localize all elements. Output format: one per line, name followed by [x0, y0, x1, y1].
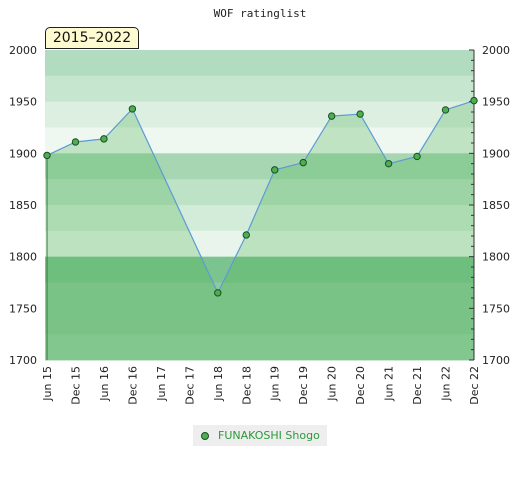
- y-tick-label-right: 1900: [482, 147, 510, 160]
- background-band: [45, 50, 474, 77]
- x-tick-label: Dec 15: [69, 366, 82, 405]
- y-tick-label-right: 1950: [482, 96, 510, 109]
- y-axis-left: 2000 1950 1900 1850 1800 1750 1700: [9, 44, 37, 367]
- background-band: [45, 75, 474, 103]
- y-axis-right: 2000 1950 1900 1850 1800 1750 1700: [469, 44, 510, 367]
- area-layer: [46, 100, 475, 360]
- background-band: [45, 334, 474, 361]
- y-tick-label-left: 1800: [9, 251, 37, 264]
- x-axis: Jun 15 Dec 15 Jun 16 Dec 16 Jun 17 Dec 17 Jun …: [41, 366, 481, 405]
- y-tick-label-right: 1850: [482, 199, 510, 212]
- x-tick-label: Dec 21: [411, 366, 424, 405]
- series-area: [47, 100, 474, 360]
- data-point: [441, 106, 450, 114]
- data-point: [100, 135, 108, 143]
- legend-marker-icon: [201, 431, 209, 440]
- background-band: [45, 101, 474, 128]
- background-band: [45, 179, 474, 206]
- y-tick-label-left: 1700: [9, 354, 37, 367]
- y-tick-label-right: 1800: [482, 251, 510, 264]
- y-tick-label-left: 1950: [9, 96, 37, 109]
- data-point: [43, 151, 51, 160]
- data-point: [413, 152, 421, 161]
- x-tick-label: Dec 20: [354, 366, 367, 405]
- data-point: [128, 105, 137, 113]
- x-tick-label: Jun 15: [41, 366, 54, 402]
- y-tick-label-right: 2000: [482, 44, 510, 57]
- period-label: 2015–2022: [45, 27, 139, 49]
- data-point: [384, 159, 393, 168]
- x-tick-label: Jun 19: [269, 366, 282, 402]
- x-tick-label: Dec 19: [297, 366, 310, 405]
- x-tick-label: Dec 16: [126, 366, 139, 405]
- x-tick-label: Dec 17: [183, 366, 196, 405]
- x-tick-label: Jun 20: [326, 366, 339, 402]
- background-band: [45, 308, 474, 335]
- y-tick-label-right: 1700: [482, 354, 510, 367]
- x-tick-label: Jun 21: [383, 366, 396, 402]
- data-point: [299, 158, 307, 167]
- legend-series-name: FUNAKOSHI Shogo: [218, 429, 320, 442]
- x-tick-label: Jun 18: [212, 366, 225, 402]
- x-tick-label: Jun 22: [440, 366, 453, 402]
- background-band: [45, 127, 474, 154]
- background-band: [45, 282, 474, 309]
- background-band: [45, 256, 474, 283]
- background-band: [45, 230, 474, 258]
- background-band: [45, 153, 474, 180]
- background-band: [45, 205, 474, 232]
- y-tick-label-right: 1750: [482, 302, 510, 315]
- x-tick-label: Dec 22: [468, 366, 481, 405]
- data-point: [356, 110, 364, 118]
- data-point: [470, 96, 478, 105]
- chart-title: WOF ratinglist: [214, 7, 307, 20]
- legend[interactable]: FUNAKOSHI Shogo: [193, 425, 327, 446]
- y-tick-label-left: 2000: [9, 44, 37, 57]
- data-point: [214, 289, 222, 297]
- x-tick-label: Jun 16: [98, 366, 111, 402]
- series-line: [46, 100, 475, 295]
- y-tick-label-left: 1850: [9, 199, 37, 212]
- data-markers: [43, 96, 478, 297]
- data-point: [327, 112, 336, 120]
- y-tick-label-left: 1750: [9, 302, 37, 315]
- background-bands: [45, 50, 474, 361]
- data-point: [71, 138, 80, 146]
- data-point: [271, 166, 279, 174]
- x-tick-label: Dec 18: [240, 366, 253, 405]
- x-tick-label: Jun 17: [155, 366, 168, 402]
- data-point: [242, 231, 250, 239]
- y-tick-label-left: 1900: [9, 147, 37, 160]
